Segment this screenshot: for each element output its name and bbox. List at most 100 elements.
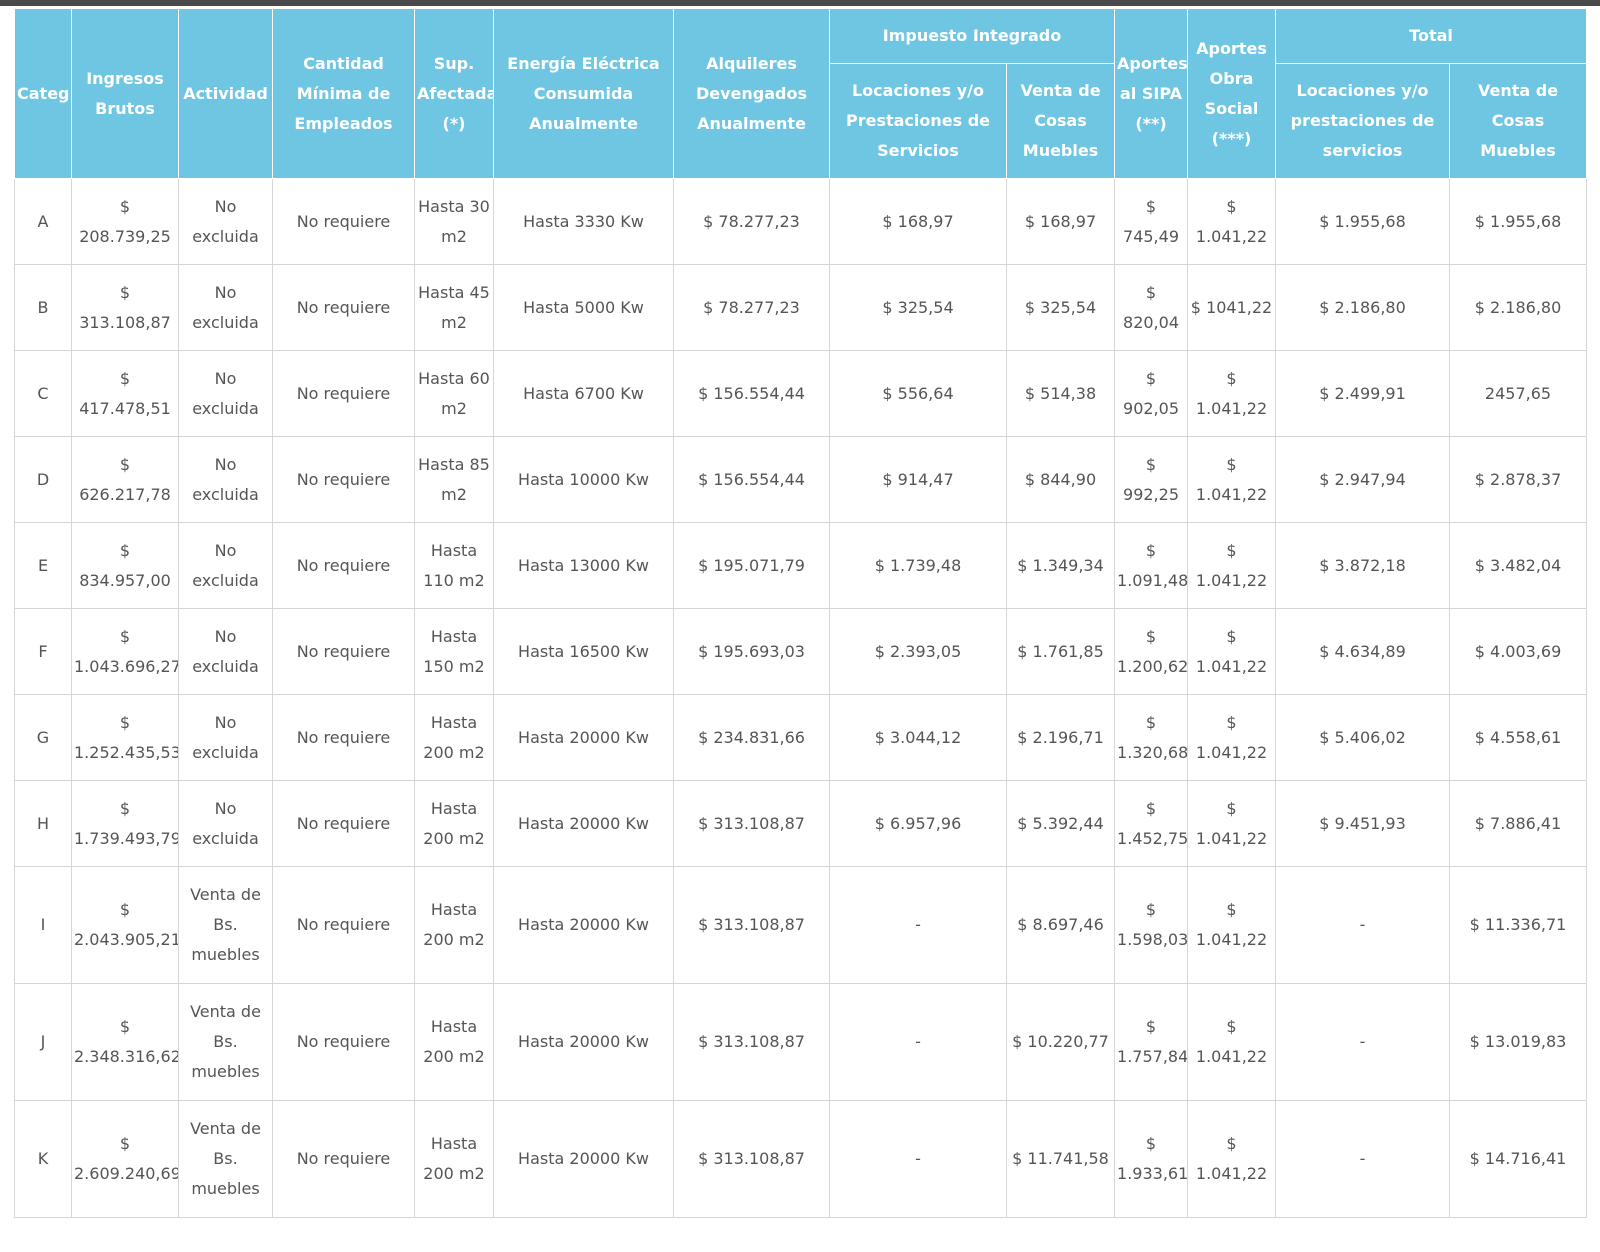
header-cantidad-empleados: Cantidad Mínima de Empleados [272, 8, 415, 179]
cell-impuesto-venta: $ 10.220,77 [1005, 983, 1116, 1101]
header-superficie-afectada: Sup. Afectada (*) [414, 8, 494, 179]
cell-categ: B [14, 264, 72, 351]
cell-empleados: No requiere [272, 350, 415, 437]
cell-empleados: No requiere [272, 608, 415, 695]
cell-actividad: No excluida [178, 780, 273, 867]
cell-total-locaciones: - [1275, 1100, 1451, 1218]
cell-impuesto-venta: $ 8.697,46 [1005, 866, 1116, 984]
cell-energia: Hasta 3330 Kw [493, 178, 674, 265]
header-row-top: Categ. Ingresos Brutos Actividad Cantida… [14, 8, 1588, 179]
cell-actividad: No excluida [178, 350, 273, 437]
cell-superficie: Hasta 110 m2 [414, 522, 494, 609]
cell-impuesto-locaciones: - [829, 983, 1007, 1101]
cell-empleados: No requiere [272, 436, 415, 523]
cell-superficie: Hasta 60 m2 [414, 350, 494, 437]
cell-total-venta: $ 2.186,80 [1449, 264, 1588, 351]
cell-categ: G [14, 694, 72, 781]
cell-energia: Hasta 20000 Kw [493, 983, 674, 1101]
cell-superficie: Hasta 200 m2 [414, 866, 494, 984]
cell-alquileres: $ 313.108,87 [673, 983, 830, 1101]
cell-energia: Hasta 20000 Kw [493, 780, 674, 867]
cell-superficie: Hasta 150 m2 [414, 608, 494, 695]
header-ingresos-brutos: Ingresos Brutos [71, 8, 179, 179]
cell-total-locaciones: $ 2.186,80 [1275, 264, 1451, 351]
cell-aportes-sipa: $ 1.598,03 [1114, 866, 1189, 984]
cell-aportes-sipa: $ 1.452,75 [1114, 780, 1189, 867]
cell-actividad: Venta de Bs. muebles [178, 983, 273, 1101]
cell-ingresos-brutos: $ 2.348.316,62 [71, 983, 179, 1101]
cell-alquileres: $ 313.108,87 [673, 780, 830, 867]
cell-categ: A [14, 178, 72, 265]
cell-impuesto-venta: $ 2.196,71 [1005, 694, 1116, 781]
cell-categ: I [14, 866, 72, 984]
cell-alquileres: $ 156.554,44 [673, 436, 830, 523]
cell-ingresos-brutos: $ 1.252.435,53 [71, 694, 179, 781]
cell-categ: F [14, 608, 72, 695]
cell-aportes-sipa: $ 1.757,84 [1114, 983, 1189, 1101]
table-row: C $ 417.478,51 No excluida No requiere Hasta… [14, 350, 1588, 437]
cell-total-venta: $ 11.336,71 [1449, 866, 1588, 984]
cell-ingresos-brutos: $ 313.108,87 [71, 264, 179, 351]
cell-aportes-sipa: $ 1.091,48 [1114, 522, 1189, 609]
table-row: H $ 1.739.493,79 No excluida No requiere Has… [14, 780, 1588, 867]
cell-energia: Hasta 10000 Kw [493, 436, 674, 523]
cell-superficie: Hasta 200 m2 [414, 983, 494, 1101]
cell-empleados: No requiere [272, 1100, 415, 1218]
cell-aportes-obra-social: $ 1.041,22 [1187, 1100, 1277, 1218]
cell-ingresos-brutos: $ 1.043.696,27 [71, 608, 179, 695]
cell-empleados: No requiere [272, 178, 415, 265]
cell-categ: K [14, 1100, 72, 1218]
cell-superficie: Hasta 200 m2 [414, 1100, 494, 1218]
cell-empleados: No requiere [272, 694, 415, 781]
cell-aportes-obra-social: $ 1.041,22 [1187, 983, 1277, 1101]
cell-aportes-sipa: $ 820,04 [1114, 264, 1189, 351]
cell-impuesto-venta: $ 514,38 [1005, 350, 1116, 437]
table-row: B $ 313.108,87 No excluida No requiere Hasta… [14, 264, 1588, 351]
cell-empleados: No requiere [272, 522, 415, 609]
table-row: J $ 2.348.316,62 Venta de Bs. muebles No re… [14, 983, 1588, 1101]
cell-total-locaciones: - [1275, 866, 1451, 984]
cell-empleados: No requiere [272, 866, 415, 984]
cell-aportes-obra-social: $ 1.041,22 [1187, 694, 1277, 781]
monotributo-categories-table: Categ. Ingresos Brutos Actividad Cantida… [14, 8, 1588, 1218]
cell-actividad: No excluida [178, 178, 273, 265]
table-row: K $ 2.609.240,69 Venta de Bs. muebles No re… [14, 1100, 1588, 1218]
table-row: I $ 2.043.905,21 Venta de Bs. muebles No re… [14, 866, 1588, 984]
cell-alquileres: $ 234.831,66 [673, 694, 830, 781]
cell-aportes-obra-social: $ 1.041,22 [1187, 178, 1277, 265]
cell-actividad: Venta de Bs. muebles [178, 1100, 273, 1218]
cell-impuesto-locaciones: $ 325,54 [829, 264, 1007, 351]
cell-energia: Hasta 20000 Kw [493, 1100, 674, 1218]
cell-categ: E [14, 522, 72, 609]
table-container: Categ. Ingresos Brutos Actividad Cantida… [14, 8, 1588, 1218]
cell-categ: J [14, 983, 72, 1101]
header-impuesto-venta: Venta de Cosas Muebles [1005, 63, 1116, 179]
header-categ: Categ. [14, 8, 72, 179]
table-header: Categ. Ingresos Brutos Actividad Cantida… [14, 8, 1588, 179]
cell-impuesto-venta: $ 1.761,85 [1005, 608, 1116, 695]
cell-superficie: Hasta 30 m2 [414, 178, 494, 265]
cell-energia: Hasta 20000 Kw [493, 866, 674, 984]
cell-impuesto-locaciones: $ 6.957,96 [829, 780, 1007, 867]
cell-impuesto-locaciones: $ 914,47 [829, 436, 1007, 523]
cell-aportes-sipa: $ 745,49 [1114, 178, 1189, 265]
cell-ingresos-brutos: $ 2.609.240,69 [71, 1100, 179, 1218]
cell-actividad: No excluida [178, 264, 273, 351]
cell-aportes-obra-social: $ 1.041,22 [1187, 608, 1277, 695]
cell-aportes-obra-social: $ 1.041,22 [1187, 780, 1277, 867]
cell-impuesto-venta: $ 844,90 [1005, 436, 1116, 523]
cell-alquileres: $ 195.693,03 [673, 608, 830, 695]
table-row: G $ 1.252.435,53 No excluida No requiere Has… [14, 694, 1588, 781]
header-aportes-sipa: Aportes al SIPA (**) [1114, 8, 1189, 179]
cell-alquileres: $ 78.277,23 [673, 178, 830, 265]
cell-empleados: No requiere [272, 264, 415, 351]
cell-ingresos-brutos: $ 834.957,00 [71, 522, 179, 609]
cell-ingresos-brutos: $ 208.739,25 [71, 178, 179, 265]
cell-categ: D [14, 436, 72, 523]
cell-impuesto-locaciones: - [829, 1100, 1007, 1218]
cell-superficie: Hasta 45 m2 [414, 264, 494, 351]
cell-actividad: No excluida [178, 694, 273, 781]
cell-impuesto-locaciones: - [829, 866, 1007, 984]
cell-impuesto-venta: $ 325,54 [1005, 264, 1116, 351]
cell-superficie: Hasta 200 m2 [414, 780, 494, 867]
